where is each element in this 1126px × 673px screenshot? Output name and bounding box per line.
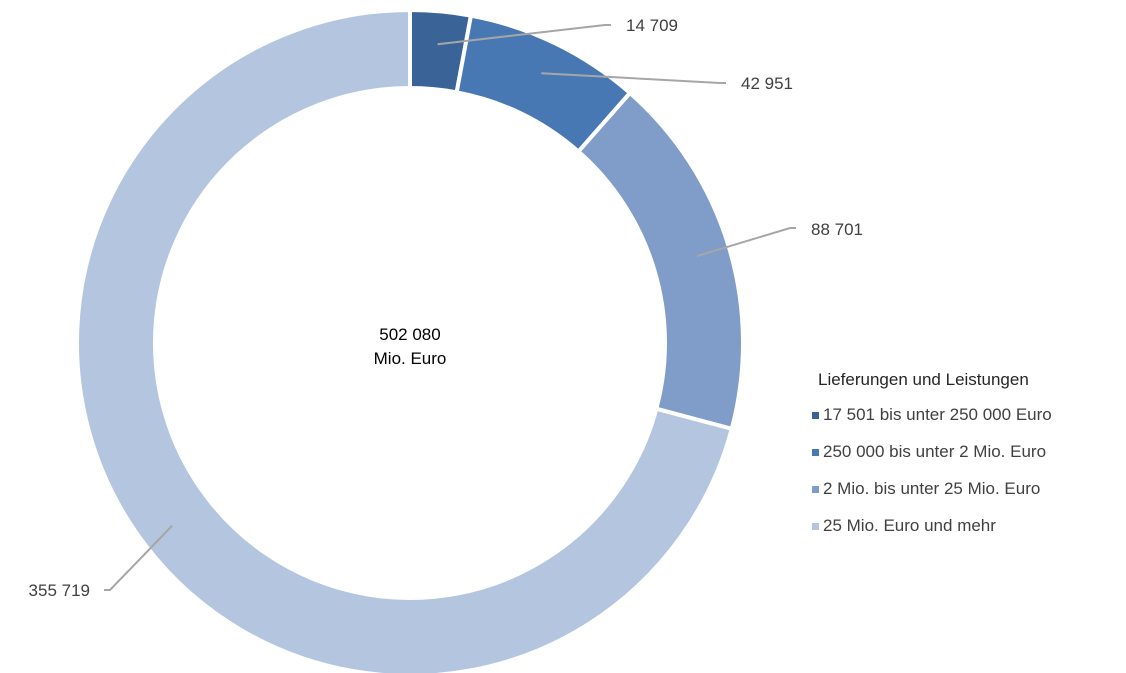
leader-line-4 [104,525,173,591]
leader-line-2 [541,72,726,84]
data-label-2: 42 951 [741,74,793,93]
legend-item-4: 25 Mio. Euro und mehr [812,515,1052,537]
center-total-unit: Mio. Euro [374,349,447,368]
data-label-1: 14 709 [626,16,678,35]
legend-label-4: 25 Mio. Euro und mehr [823,516,996,535]
data-label-3: 88 701 [811,220,863,239]
legend-swatch-3 [812,485,819,493]
data-label-4: 355 719 [29,581,90,600]
legend-swatch-2 [812,448,819,456]
legend-title: Lieferungen und Leistungen [818,370,1029,389]
center-total-value: 502 080 [379,325,440,344]
donut-slices [75,7,745,673]
legend-label-2: 250 000 bis unter 2 Mio. Euro [823,442,1047,461]
leader-lines [104,24,796,591]
data-labels: 14 709 42 951 88 701 355 719 [29,16,863,600]
legend-label-1: 17 501 bis unter 250 000 Euro [823,405,1052,424]
legend-item-2: 250 000 bis unter 2 Mio. Euro [812,441,1052,463]
legend-swatch-1 [812,411,819,419]
legend-swatch-4 [812,522,819,530]
leader-line-1 [437,24,611,46]
donut-slice-3 [575,90,745,432]
leader-line-3 [696,227,796,257]
donut-slice-4 [75,7,735,673]
legend-item-1: 17 501 bis unter 250 000 Euro [812,404,1052,426]
legend-items: 17 501 bis unter 250 000 Euro 250 000 bis… [812,404,1052,537]
legend: Lieferungen und Leistungen 17 501 bis un… [812,370,1052,552]
legend-label-3: 2 Mio. bis unter 25 Mio. Euro [823,479,1041,498]
legend-item-3: 2 Mio. bis unter 25 Mio. Euro [812,478,1052,500]
